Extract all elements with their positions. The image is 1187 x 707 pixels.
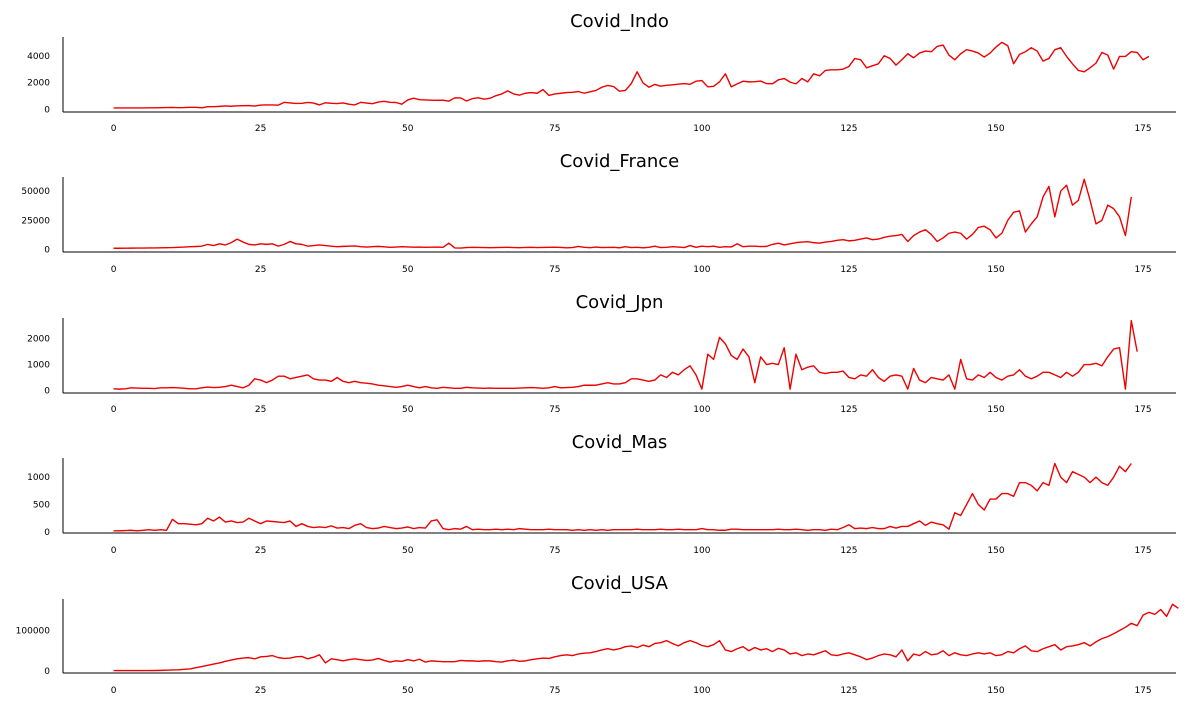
y-tick-label: 0 [44, 386, 50, 396]
x-tick-label: 25 [255, 546, 266, 556]
x-tick-label: 25 [255, 124, 266, 134]
x-tick-label: 0 [111, 124, 117, 134]
x-tick-label: 175 [1134, 546, 1151, 556]
panel-title: Covid_Indo [570, 11, 669, 32]
panel-covid-jpn: Covid_Jpn 0 25 50 75 100 125 150 175 0 1000 2000 [27, 292, 1176, 415]
series-line-covid-indo [113, 41, 1150, 109]
x-tick-label: 150 [987, 124, 1004, 134]
x-tick-label: 75 [549, 546, 560, 556]
y-tick-label: 1000 [27, 361, 50, 371]
series-line-covid-france [113, 178, 1132, 249]
y-tick-label: 2000 [27, 335, 50, 345]
y-tick-label: 100000 [16, 627, 51, 637]
series-line-covid-mas [113, 462, 1132, 532]
y-tick-label: 0 [44, 246, 50, 256]
panel-covid-indo: Covid_Indo 0 25 50 75 100 125 150 175 0 2000 4000 [27, 11, 1176, 134]
x-tick-label: 75 [549, 686, 560, 696]
y-tick-label: 500 [33, 501, 50, 511]
x-tick-label: 125 [840, 686, 857, 696]
x-tick-label: 125 [840, 546, 857, 556]
y-tick-label: 50000 [21, 187, 50, 197]
x-tick-label: 125 [840, 124, 857, 134]
x-tick-label: 175 [1134, 686, 1151, 696]
panel-covid-mas: Covid_Mas 0 25 50 75 100 125 150 175 0 500 1000 [27, 432, 1176, 556]
panel-covid-usa: Covid_USA 0 25 50 75 100 125 150 175 0 100000 [16, 573, 1179, 696]
series-line-covid-usa [113, 603, 1179, 672]
x-tick-label: 75 [549, 405, 560, 415]
panel-covid-france: Covid_France 0 25 50 75 100 125 150 175 0 25000 500… [21, 151, 1176, 275]
x-tick-label: 175 [1134, 265, 1151, 275]
x-tick-label: 100 [693, 686, 710, 696]
x-tick-label: 25 [255, 265, 266, 275]
x-tick-label: 100 [693, 265, 710, 275]
x-tick-label: 25 [255, 405, 266, 415]
y-tick-label: 25000 [21, 216, 50, 226]
x-tick-label: 150 [987, 265, 1004, 275]
x-tick-label: 50 [402, 546, 414, 556]
y-tick-label: 0 [44, 528, 50, 538]
panel-title: Covid_Mas [572, 432, 668, 453]
x-tick-label: 175 [1134, 124, 1151, 134]
x-tick-label: 100 [693, 124, 710, 134]
x-tick-label: 50 [402, 124, 414, 134]
y-tick-label: 0 [44, 105, 50, 115]
x-tick-label: 100 [693, 546, 710, 556]
x-tick-label: 0 [111, 405, 117, 415]
x-tick-label: 125 [840, 405, 857, 415]
y-tick-label: 1000 [27, 473, 50, 483]
x-tick-label: 50 [402, 405, 414, 415]
x-tick-label: 150 [987, 405, 1004, 415]
x-tick-label: 150 [987, 546, 1004, 556]
x-tick-label: 75 [549, 265, 560, 275]
x-tick-label: 125 [840, 265, 857, 275]
x-tick-label: 100 [693, 405, 710, 415]
x-tick-label: 0 [111, 546, 117, 556]
x-tick-label: 50 [402, 265, 414, 275]
panel-title: Covid_Jpn [576, 292, 664, 313]
panel-title: Covid_France [560, 151, 680, 172]
x-tick-label: 0 [111, 265, 117, 275]
x-tick-label: 25 [255, 686, 266, 696]
y-tick-label: 4000 [27, 52, 50, 62]
panel-title: Covid_USA [571, 573, 669, 594]
series-line-covid-jpn [113, 319, 1138, 390]
y-tick-label: 2000 [27, 79, 50, 89]
x-tick-label: 175 [1134, 405, 1151, 415]
x-tick-label: 150 [987, 686, 1004, 696]
x-tick-label: 50 [402, 686, 414, 696]
x-tick-label: 75 [549, 124, 560, 134]
x-tick-label: 0 [111, 686, 117, 696]
y-tick-label: 0 [44, 667, 50, 677]
